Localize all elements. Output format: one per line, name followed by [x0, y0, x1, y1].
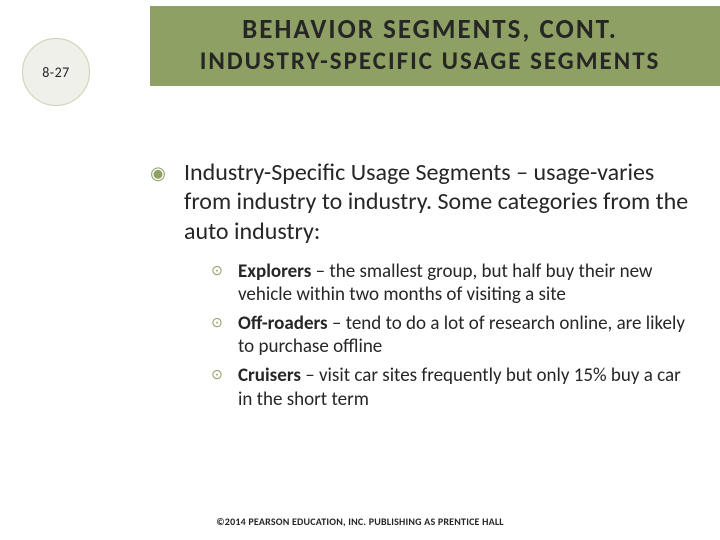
footer-copyright: ©2014 PEARSON EDUCATION, INC. PUBLISHING… [0, 515, 720, 528]
slide: 8-27 BEHAVIOR SEGMENTS, CONT. INDUSTRY-S… [0, 0, 720, 540]
sub-item-term: Explorers [238, 260, 311, 283]
list-item: ⊙ Off-roaders – tend to do a lot of rese… [210, 312, 690, 358]
page-number: 8-27 [42, 64, 70, 81]
title-sub: INDUSTRY-SPECIFIC USAGE SEGMENTS [160, 47, 700, 76]
intro-row: ◉ Industry-Specific Usage Segments – usa… [150, 158, 690, 246]
sub-item-text: Off-roaders – tend to do a lot of resear… [238, 312, 690, 358]
body-content: ◉ Industry-Specific Usage Segments – usa… [150, 158, 690, 417]
sub-item-text: Cruisers – visit car sites frequently bu… [238, 364, 690, 410]
sub-item-term: Off-roaders [238, 312, 328, 335]
list-item: ⊙ Explorers – the smallest group, but ha… [210, 260, 690, 306]
sub-item-desc: – visit car sites frequently but only 15… [238, 364, 681, 410]
bullet-sub-icon: ⊙ [210, 316, 224, 330]
list-item: ⊙ Cruisers – visit car sites frequently … [210, 364, 690, 410]
intro-text: Industry-Specific Usage Segments – usage… [184, 158, 690, 246]
title-block: BEHAVIOR SEGMENTS, CONT. INDUSTRY-SPECIF… [150, 6, 720, 86]
bullet-main-icon: ◉ [150, 164, 166, 182]
sub-list: ⊙ Explorers – the smallest group, but ha… [210, 260, 690, 411]
sub-item-term: Cruisers [238, 364, 301, 387]
sub-item-text: Explorers – the smallest group, but half… [238, 260, 690, 306]
bullet-sub-icon: ⊙ [210, 264, 224, 278]
title-main: BEHAVIOR SEGMENTS, CONT. [160, 14, 700, 45]
page-number-badge: 8-27 [22, 38, 90, 106]
bullet-sub-icon: ⊙ [210, 368, 224, 382]
